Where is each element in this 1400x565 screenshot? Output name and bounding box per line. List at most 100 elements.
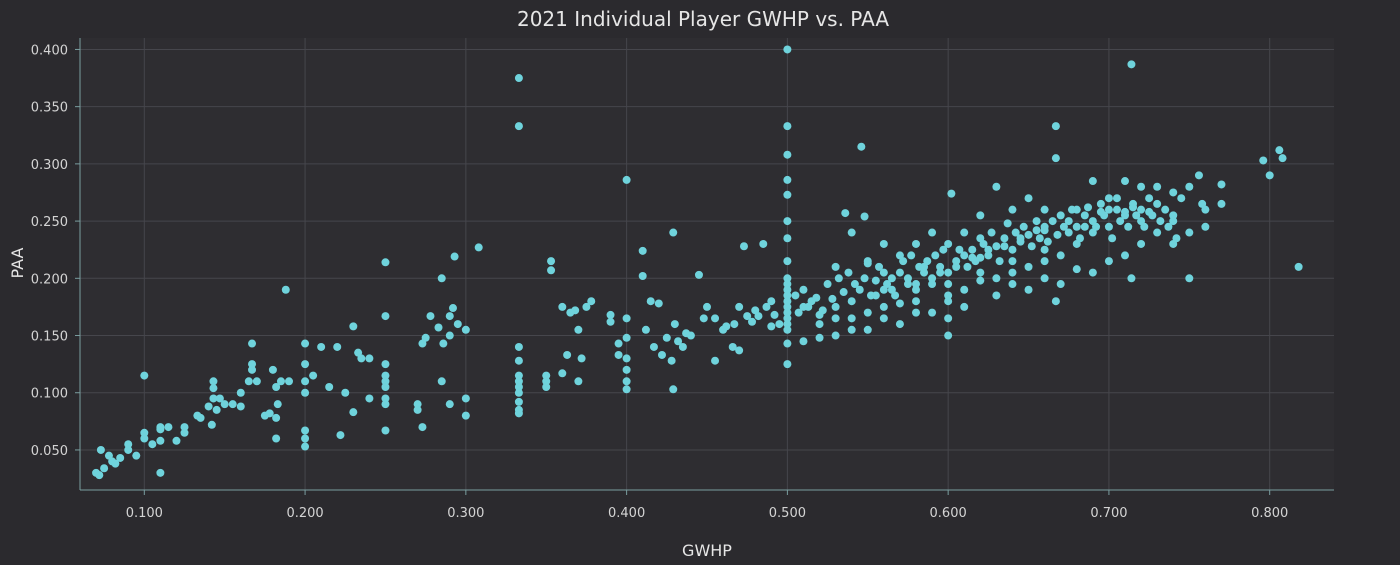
- data-point: [220, 400, 229, 409]
- data-point: [1032, 226, 1041, 235]
- data-point: [847, 325, 856, 334]
- data-point: [381, 312, 390, 321]
- data-point: [622, 365, 631, 374]
- data-point: [912, 297, 920, 306]
- data-point: [903, 274, 912, 283]
- data-point: [686, 331, 695, 340]
- data-point: [622, 377, 631, 386]
- data-point: [1056, 211, 1065, 220]
- data-point: [1108, 234, 1117, 243]
- data-point: [831, 262, 840, 271]
- data-point: [514, 122, 523, 131]
- data-point: [574, 377, 583, 386]
- data-point: [381, 400, 390, 409]
- data-point: [1072, 222, 1081, 231]
- data-point: [907, 251, 916, 260]
- data-point: [547, 257, 556, 266]
- data-point: [783, 314, 792, 323]
- data-point: [357, 354, 366, 363]
- data-point: [992, 182, 1001, 191]
- data-point: [514, 74, 523, 83]
- data-point: [1137, 182, 1146, 191]
- data-point: [638, 272, 647, 281]
- data-point: [649, 342, 658, 351]
- data-point: [960, 228, 969, 237]
- data-point: [301, 339, 310, 348]
- data-point: [140, 428, 149, 437]
- data-point: [984, 245, 993, 254]
- data-point: [887, 285, 896, 294]
- data-point: [783, 175, 792, 184]
- data-point: [1217, 199, 1226, 208]
- data-point: [976, 276, 985, 285]
- data-point: [794, 308, 803, 317]
- data-point: [1275, 146, 1284, 155]
- y-tick-label: 0.300: [31, 158, 68, 173]
- data-point: [995, 257, 1004, 266]
- x-axis-title: GWHP: [682, 541, 732, 560]
- data-point: [812, 293, 821, 302]
- data-point: [955, 245, 964, 254]
- data-point: [381, 360, 390, 369]
- data-point: [582, 302, 591, 311]
- data-point: [1137, 239, 1146, 248]
- data-point: [767, 297, 776, 306]
- data-point: [694, 270, 703, 279]
- data-point: [381, 258, 390, 267]
- data-point: [960, 302, 969, 311]
- data-point: [614, 339, 623, 348]
- data-point: [413, 400, 422, 409]
- axes: [75, 38, 1334, 495]
- data-point: [944, 268, 953, 277]
- data-point: [783, 274, 792, 283]
- data-point: [992, 242, 1001, 251]
- data-point: [514, 371, 523, 380]
- data-point: [381, 371, 390, 380]
- data-point: [992, 291, 1001, 300]
- data-point: [936, 268, 945, 277]
- data-point: [987, 228, 996, 237]
- data-point: [1008, 257, 1017, 266]
- data-point: [606, 317, 615, 326]
- data-point: [1051, 154, 1060, 163]
- data-point: [1040, 205, 1049, 214]
- data-point: [1121, 251, 1129, 260]
- data-point: [936, 262, 945, 271]
- data-point: [1112, 194, 1121, 203]
- data-point: [228, 400, 237, 409]
- data-point: [421, 333, 430, 342]
- x-tick-label: 0.400: [608, 506, 645, 521]
- data-point: [574, 325, 583, 334]
- data-point: [1161, 205, 1170, 214]
- data-point: [1048, 217, 1057, 226]
- data-point: [944, 297, 953, 306]
- data-point: [180, 428, 189, 437]
- data-point: [984, 251, 993, 260]
- data-point: [437, 274, 446, 283]
- data-point: [783, 360, 792, 369]
- data-point: [657, 350, 666, 359]
- data-point: [1104, 257, 1113, 266]
- data-point: [514, 388, 523, 397]
- y-tick-label: 0.400: [31, 43, 68, 58]
- data-point: [622, 333, 631, 342]
- data-point: [1008, 280, 1017, 289]
- data-point: [1080, 222, 1089, 231]
- x-tick-label: 0.100: [126, 506, 163, 521]
- data-point: [783, 297, 792, 306]
- data-point: [434, 323, 443, 332]
- data-point: [252, 377, 261, 386]
- data-point: [1000, 242, 1009, 251]
- data-point: [1088, 228, 1097, 237]
- data-point: [1112, 205, 1121, 214]
- data-point: [1008, 268, 1017, 277]
- data-point: [847, 314, 856, 323]
- data-point: [1185, 228, 1194, 237]
- data-point: [1104, 205, 1113, 214]
- data-point: [739, 242, 748, 251]
- data-point: [622, 314, 631, 323]
- data-point: [711, 356, 720, 365]
- data-point: [887, 274, 896, 283]
- data-point: [587, 297, 596, 306]
